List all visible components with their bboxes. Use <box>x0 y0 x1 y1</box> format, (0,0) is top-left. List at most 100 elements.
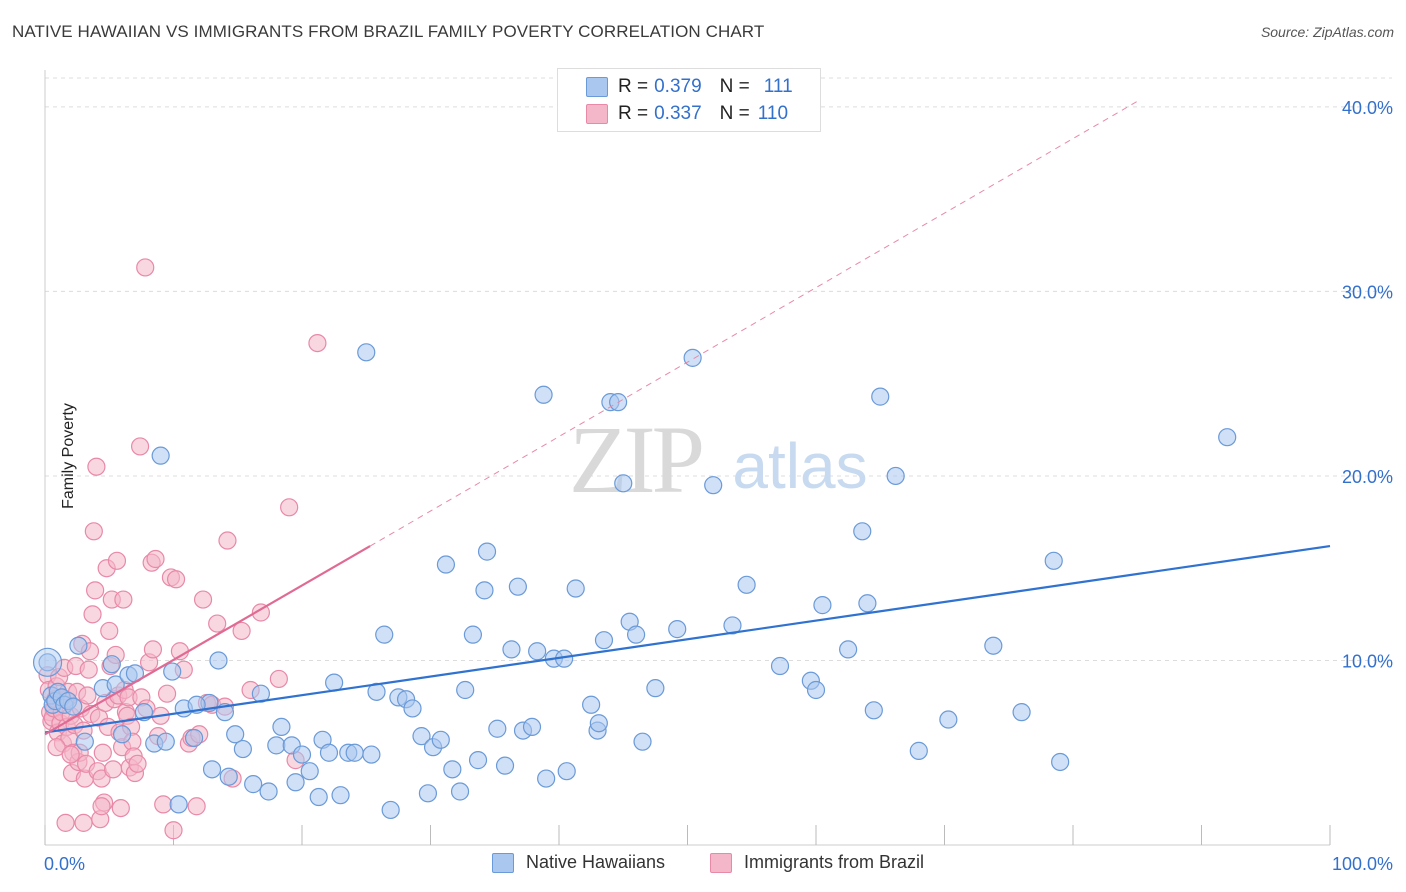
point-native-hawaiians <box>202 760 222 779</box>
n-value: 110 <box>757 103 789 124</box>
point-native-hawaiians <box>64 697 83 716</box>
point-immigrants-from-brazil <box>164 821 183 840</box>
watermark-atlas: atlas <box>732 430 867 502</box>
point-native-hawaiians <box>300 762 319 781</box>
point-native-hawaiians <box>858 594 877 613</box>
point-native-hawaiians <box>345 743 364 762</box>
point-immigrants-from-brazil <box>269 669 288 689</box>
point-native-hawaiians <box>286 773 305 792</box>
point-native-hawaiians <box>704 476 723 495</box>
point-native-hawaiians <box>259 782 278 801</box>
point-immigrants-from-brazil <box>74 813 93 832</box>
trend-lines <box>44 100 1331 736</box>
point-native-hawaiians <box>443 760 462 779</box>
point-native-hawaiians <box>502 640 521 659</box>
point-native-hawaiians <box>626 625 646 644</box>
legend-item-native-hawaiians: Native Hawaiians <box>492 852 665 873</box>
r-value: 0.379 <box>654 76 702 97</box>
trend-immigrants-from-brazil <box>44 545 371 736</box>
point-immigrants-from-brazil <box>87 457 106 476</box>
point-native-hawaiians <box>1051 752 1070 772</box>
point-native-hawaiians <box>381 800 400 820</box>
point-native-hawaiians <box>375 625 394 644</box>
point-native-hawaiians <box>582 695 601 714</box>
point-native-hawaiians <box>75 732 94 751</box>
point-immigrants-from-brazil <box>107 551 127 570</box>
point-native-hawaiians <box>431 730 450 749</box>
point-native-hawaiians <box>403 699 422 718</box>
point-immigrants-from-brazil <box>157 684 177 703</box>
point-native-hawaiians <box>566 579 585 598</box>
point-immigrants-from-brazil <box>280 498 299 517</box>
point-native-hawaiians <box>468 751 488 770</box>
point-native-hawaiians <box>156 732 175 751</box>
point-native-hawaiians <box>418 784 438 803</box>
point-native-hawaiians <box>475 581 494 600</box>
blue-swatch <box>492 852 514 873</box>
point-native-hawaiians <box>163 662 182 681</box>
n-value: 111 <box>763 76 793 97</box>
legend-row-native-hawaiians: R = 0.379 N = 111 <box>586 75 793 99</box>
point-native-hawaiians <box>69 636 88 655</box>
point-native-hawaiians <box>362 745 381 764</box>
point-immigrants-from-brazil <box>187 797 206 816</box>
point-native-hawaiians <box>463 625 483 644</box>
point-native-hawaiians <box>495 756 515 775</box>
point-native-hawaiians <box>209 651 228 670</box>
point-native-hawaiians <box>984 636 1003 655</box>
y-tick-label: 40.0% <box>1342 98 1393 118</box>
point-native-hawaiians <box>508 577 527 596</box>
point-native-hawaiians <box>331 786 350 805</box>
point-immigrants-from-brazil <box>84 522 103 541</box>
point-native-hawaiians <box>589 714 608 733</box>
point-native-hawaiians <box>112 725 132 744</box>
point-immigrants-from-brazil <box>143 640 163 659</box>
point-immigrants-from-brazil <box>86 581 105 600</box>
point-native-hawaiians <box>309 787 328 807</box>
point-native-hawaiians <box>594 631 614 650</box>
point-native-hawaiians <box>1012 703 1031 722</box>
correlation-legend: R = 0.379 N = 111 R = 0.337 N = 110 <box>557 68 821 132</box>
point-immigrants-from-brazil <box>251 603 270 622</box>
point-native-hawaiians <box>770 656 790 676</box>
point-immigrants-from-brazil <box>136 258 155 277</box>
point-native-hawaiians <box>909 741 928 760</box>
point-immigrants-from-brazil <box>104 760 123 779</box>
x-tick-label: 100.0% <box>1332 854 1393 874</box>
point-native-hawaiians <box>813 596 832 615</box>
point-native-hawaiians <box>683 348 702 367</box>
point-native-hawaiians <box>267 736 286 755</box>
point-immigrants-from-brazil <box>100 621 119 641</box>
point-native-hawaiians <box>450 782 470 801</box>
point-native-hawaiians <box>537 769 556 788</box>
n-label: N = <box>719 103 750 124</box>
y-tick-label: 20.0% <box>1342 467 1393 487</box>
point-native-hawaiians <box>646 679 665 698</box>
point-native-hawaiians <box>1218 428 1237 447</box>
point-native-hawaiians <box>292 745 312 764</box>
trend-native-hawaiians <box>44 544 1331 734</box>
point-native-hawaiians <box>32 647 63 677</box>
point-immigrants-from-brazil <box>146 549 165 569</box>
x-tick-label: 0.0% <box>44 854 85 874</box>
point-native-hawaiians <box>522 717 542 737</box>
legend-label: Native Hawaiians <box>526 852 666 872</box>
point-native-hawaiians <box>528 642 547 661</box>
point-immigrants-from-brazil <box>61 745 80 764</box>
point-immigrants-from-brazil <box>92 797 111 816</box>
point-native-hawaiians <box>272 717 291 737</box>
point-native-hawaiians <box>102 655 121 674</box>
point-native-hawaiians <box>871 387 890 406</box>
point-native-hawaiians <box>886 466 905 486</box>
point-native-hawaiians <box>723 616 742 635</box>
point-immigrants-from-brazil <box>79 660 98 679</box>
point-native-hawaiians <box>557 762 576 781</box>
point-native-hawaiians <box>614 474 633 493</box>
point-native-hawaiians <box>939 710 958 729</box>
point-native-hawaiians <box>534 385 553 404</box>
point-native-hawaiians <box>456 680 475 700</box>
legend-label: Immigrants from Brazil <box>744 852 925 872</box>
point-immigrants-from-brazil <box>114 590 133 609</box>
r-label: R = <box>618 76 649 97</box>
legend-item-immigrants-from-brazil: Immigrants from Brazil <box>710 852 924 873</box>
